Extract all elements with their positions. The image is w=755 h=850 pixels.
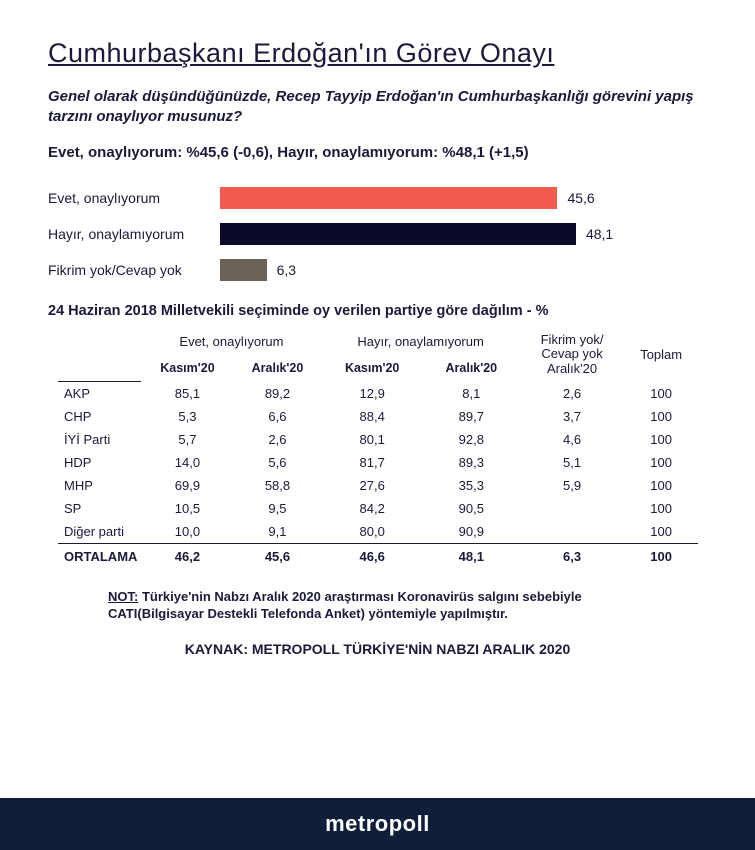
cell: 100 bbox=[624, 405, 698, 428]
cell: 90,9 bbox=[423, 520, 520, 544]
cell: 6,3 bbox=[520, 543, 625, 568]
cell: 2,6 bbox=[520, 381, 625, 405]
cell: 89,2 bbox=[233, 381, 321, 405]
row-label: HDP bbox=[58, 451, 141, 474]
bar-label: Fikrim yok/Cevap yok bbox=[48, 262, 220, 278]
bar-row: Hayır, onaylamıyorum 48,1 bbox=[48, 223, 707, 245]
cell: 10,5 bbox=[141, 497, 233, 520]
cell: 89,7 bbox=[423, 405, 520, 428]
bar-fill bbox=[220, 259, 267, 281]
table-row: CHP5,36,688,489,73,7100 bbox=[58, 405, 698, 428]
bar-chart: Evet, onaylıyorum 45,6 Hayır, onaylamıyoru… bbox=[48, 187, 707, 281]
cell: 27,6 bbox=[321, 474, 422, 497]
bar-fill bbox=[220, 223, 576, 245]
cell: 35,3 bbox=[423, 474, 520, 497]
row-label: SP bbox=[58, 497, 141, 520]
cell: 5,7 bbox=[141, 428, 233, 451]
cell: 100 bbox=[624, 381, 698, 405]
table-row: MHP69,958,827,635,35,9100 bbox=[58, 474, 698, 497]
sub-header: Aralık'20 bbox=[423, 355, 520, 381]
cell: 88,4 bbox=[321, 405, 422, 428]
row-label: İYİ Parti bbox=[58, 428, 141, 451]
cell: 45,6 bbox=[233, 543, 321, 568]
page-title: Cumhurbaşkanı Erdoğan'ın Görev Onayı bbox=[48, 38, 707, 69]
cell: 92,8 bbox=[423, 428, 520, 451]
cell: 58,8 bbox=[233, 474, 321, 497]
bar-row: Evet, onaylıyorum 45,6 bbox=[48, 187, 707, 209]
cell: 69,9 bbox=[141, 474, 233, 497]
survey-question: Genel olarak düşündüğünüzde, Recep Tayyi… bbox=[48, 87, 707, 128]
cell: 89,3 bbox=[423, 451, 520, 474]
cell: 100 bbox=[624, 428, 698, 451]
cell: 100 bbox=[624, 543, 698, 568]
cell: 5,6 bbox=[233, 451, 321, 474]
table-row: Diğer parti10,09,180,090,9 100 bbox=[58, 520, 698, 544]
cell: 90,5 bbox=[423, 497, 520, 520]
bar-fill bbox=[220, 187, 557, 209]
bar-value: 45,6 bbox=[567, 190, 594, 206]
row-label: AKP bbox=[58, 381, 141, 405]
table-body: AKP85,189,212,98,12,6100CHP5,36,688,489,… bbox=[58, 381, 698, 568]
cell: 12,9 bbox=[321, 381, 422, 405]
cell: 100 bbox=[624, 520, 698, 544]
cell: 46,2 bbox=[141, 543, 233, 568]
table-row: AKP85,189,212,98,12,6100 bbox=[58, 381, 698, 405]
cell: 80,1 bbox=[321, 428, 422, 451]
cell: 2,6 bbox=[233, 428, 321, 451]
cell: 81,7 bbox=[321, 451, 422, 474]
cell: 4,6 bbox=[520, 428, 625, 451]
cell bbox=[520, 497, 625, 520]
breakdown-table: Evet, onaylıyorum Hayır, onaylamıyorum F… bbox=[58, 329, 698, 568]
cell: 5,3 bbox=[141, 405, 233, 428]
bar-value: 48,1 bbox=[586, 226, 613, 242]
row-label: ORTALAMA bbox=[58, 543, 141, 568]
cell: 9,1 bbox=[233, 520, 321, 544]
cell: 9,5 bbox=[233, 497, 321, 520]
row-label: Diğer parti bbox=[58, 520, 141, 544]
cell: 84,2 bbox=[321, 497, 422, 520]
cell: 10,0 bbox=[141, 520, 233, 544]
cell: 80,0 bbox=[321, 520, 422, 544]
cell: 48,1 bbox=[423, 543, 520, 568]
group-header-no: Hayır, onaylamıyorum bbox=[321, 329, 519, 356]
cell: 14,0 bbox=[141, 451, 233, 474]
table-row: İYİ Parti5,72,680,192,84,6100 bbox=[58, 428, 698, 451]
note: NOT: Türkiye'nin Nabzı Aralık 2020 araşt… bbox=[108, 588, 668, 623]
sub-header: Aralık'20 bbox=[233, 355, 321, 381]
row-label: CHP bbox=[58, 405, 141, 428]
row-label: MHP bbox=[58, 474, 141, 497]
table-row: SP10,59,584,290,5 100 bbox=[58, 497, 698, 520]
cell: 8,1 bbox=[423, 381, 520, 405]
footer-brand: metropoll bbox=[0, 798, 755, 850]
sub-header: Kasım'20 bbox=[321, 355, 422, 381]
table-row: HDP14,05,681,789,35,1100 bbox=[58, 451, 698, 474]
cell: 3,7 bbox=[520, 405, 625, 428]
cell: 85,1 bbox=[141, 381, 233, 405]
cell: 46,6 bbox=[321, 543, 422, 568]
cell: 100 bbox=[624, 474, 698, 497]
group-header-total: Toplam bbox=[624, 329, 698, 382]
bar-row: Fikrim yok/Cevap yok 6,3 bbox=[48, 259, 707, 281]
cell: 100 bbox=[624, 451, 698, 474]
source-line: KAYNAK: METROPOLL TÜRKİYE'NİN NABZI ARAL… bbox=[48, 641, 707, 657]
note-label: NOT: bbox=[108, 589, 138, 604]
cell: 5,9 bbox=[520, 474, 625, 497]
table-row-average: ORTALAMA46,245,646,648,16,3100 bbox=[58, 543, 698, 568]
note-text: Türkiye'nin Nabzı Aralık 2020 araştırmas… bbox=[108, 589, 582, 622]
summary-line: Evet, onaylıyorum: %45,6 (-0,6), Hayır, … bbox=[48, 144, 707, 161]
cell: 100 bbox=[624, 497, 698, 520]
bar-label: Evet, onaylıyorum bbox=[48, 190, 220, 206]
cell bbox=[520, 520, 625, 544]
group-header-yes: Evet, onaylıyorum bbox=[141, 329, 321, 356]
cell: 5,1 bbox=[520, 451, 625, 474]
table-title: 24 Haziran 2018 Milletvekili seçiminde o… bbox=[48, 303, 707, 319]
group-header-noopinion: Fikrim yok/Cevap yokAralık'20 bbox=[520, 329, 625, 382]
bar-label: Hayır, onaylamıyorum bbox=[48, 226, 220, 242]
sub-header: Kasım'20 bbox=[141, 355, 233, 381]
bar-value: 6,3 bbox=[277, 262, 296, 278]
cell: 6,6 bbox=[233, 405, 321, 428]
